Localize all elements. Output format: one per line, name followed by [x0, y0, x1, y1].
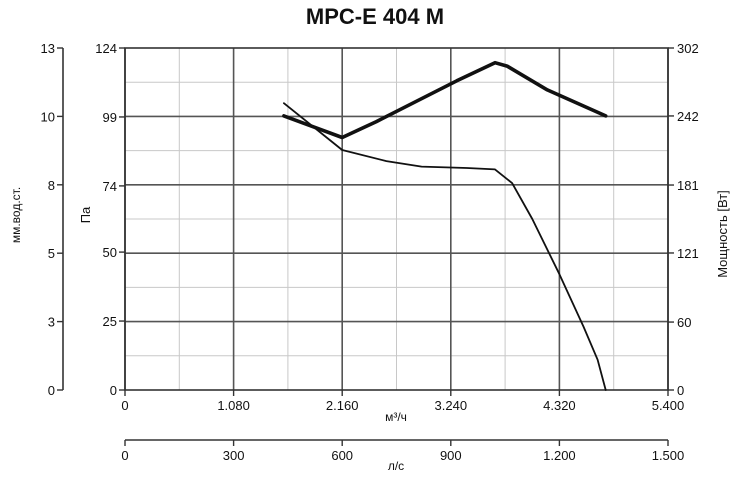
series-lines: [282, 60, 608, 391]
x-secondary-tick-label: 900: [440, 448, 462, 463]
x-primary-tick-label: 5.400: [652, 398, 685, 413]
x-primary-tick-label: 1.080: [217, 398, 250, 413]
mm-tick-label: 5: [48, 246, 55, 261]
chart-title: MPC-E 404 M: [305, 4, 445, 29]
x-secondary-tick-label: 1.500: [652, 448, 685, 463]
power-axis-label: Мощность [Вт]: [715, 190, 730, 278]
power-curve: [282, 60, 608, 140]
power-tick-label: 121: [677, 246, 699, 261]
power-tick-label: 60: [677, 315, 691, 330]
pa-tick-label: 124: [95, 41, 117, 56]
x-primary-tick-label: 2.160: [326, 398, 359, 413]
pa-tick-label: 0: [110, 383, 117, 398]
mm-tick-label: 3: [48, 315, 55, 330]
mm-tick-label: 0: [48, 383, 55, 398]
x-secondary-tick-label: 0: [121, 448, 128, 463]
power-tick-label: 0: [677, 383, 684, 398]
x-secondary-tick-label: 600: [331, 448, 353, 463]
pressure-curve: [282, 102, 607, 391]
pa-tick-label: 74: [103, 179, 117, 194]
axes: [57, 47, 674, 446]
x-primary-tick-label: 4.320: [543, 398, 576, 413]
axis-labels: 0 25 50 74 99 124 Па 0 3 5 8 10 13 мм.вод.ст. 0 60 121 18…: [9, 41, 730, 473]
mm-tick-label: 8: [48, 178, 55, 193]
x-primary-tick-label: 0: [121, 398, 128, 413]
pa-axis-label: Па: [78, 206, 93, 223]
mm-axis-label: мм.вод.ст.: [9, 187, 23, 243]
x-secondary-tick-label: 300: [223, 448, 245, 463]
power-tick-label: 181: [677, 178, 699, 193]
pa-tick-label: 99: [103, 110, 117, 125]
pa-tick-label: 25: [103, 314, 117, 329]
x-primary-tick-label: 3.240: [435, 398, 468, 413]
grid: [124, 47, 669, 391]
x-primary-axis-label: м³/ч: [385, 410, 407, 424]
power-tick-label: 242: [677, 109, 699, 124]
mm-tick-label: 13: [41, 41, 55, 56]
x-secondary-axis-label: л/с: [388, 459, 404, 473]
pa-tick-label: 50: [103, 245, 117, 260]
power-tick-label: 302: [677, 41, 699, 56]
mm-tick-label: 10: [41, 109, 55, 124]
x-secondary-tick-label: 1.200: [543, 448, 576, 463]
